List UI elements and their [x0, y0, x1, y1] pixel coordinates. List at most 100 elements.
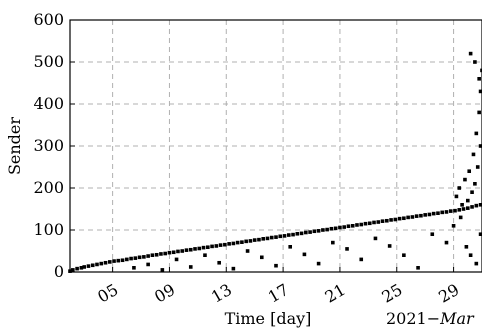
data-point	[419, 213, 423, 218]
data-point	[468, 51, 473, 56]
data-point	[244, 239, 248, 244]
x-tick-label: 09	[151, 280, 178, 307]
data-point	[478, 144, 482, 148]
data-point	[338, 225, 342, 230]
data-point	[133, 256, 138, 260]
x-tick-label: 13	[208, 280, 235, 307]
data-point	[163, 251, 167, 256]
data-point	[142, 255, 146, 259]
data-point	[227, 242, 231, 246]
data-point	[188, 247, 193, 252]
data-point	[252, 238, 257, 242]
data-point	[137, 255, 142, 260]
y-tick-label: 0	[54, 262, 64, 281]
data-point	[308, 230, 312, 234]
data-point	[380, 219, 385, 223]
data-point	[389, 218, 393, 222]
data-point	[231, 241, 236, 246]
data-point	[345, 247, 349, 251]
data-point	[423, 213, 427, 217]
data-point	[176, 249, 180, 254]
x-tick-label: 25	[378, 280, 405, 307]
data-point	[478, 203, 482, 207]
data-point	[342, 225, 346, 229]
data-point	[193, 247, 197, 251]
data-point	[282, 234, 287, 238]
data-point	[350, 224, 355, 228]
data-point	[75, 266, 79, 271]
data-point	[171, 250, 176, 255]
data-point	[480, 68, 482, 73]
plot-frame	[69, 19, 482, 273]
data-point	[474, 261, 479, 266]
data-point	[304, 230, 308, 235]
data-point	[385, 218, 389, 223]
data-point	[359, 222, 364, 227]
data-point	[286, 233, 291, 237]
data-point	[333, 226, 338, 231]
data-point	[223, 242, 227, 247]
data-point	[235, 240, 240, 245]
data-point	[257, 237, 261, 242]
data-point	[245, 249, 250, 253]
y-tick-label: 200	[33, 178, 64, 197]
data-point	[397, 216, 402, 221]
data-points	[68, 51, 482, 273]
data-point	[291, 232, 295, 237]
data-point	[312, 229, 317, 234]
data-point	[265, 236, 270, 241]
data-point	[217, 260, 221, 265]
data-point	[477, 77, 481, 81]
data-point	[448, 209, 453, 213]
data-point	[261, 237, 266, 241]
data-point	[470, 205, 474, 209]
data-point	[274, 235, 278, 239]
data-point	[431, 211, 436, 216]
data-point	[214, 244, 219, 248]
x-tick-label: 17	[265, 280, 292, 307]
data-point	[402, 216, 406, 221]
x-tick-label: 29	[435, 280, 462, 307]
data-point	[248, 239, 253, 243]
data-point	[197, 246, 202, 251]
data-point	[231, 266, 236, 271]
data-point	[457, 208, 462, 212]
data-point	[440, 210, 445, 215]
data-point	[329, 226, 334, 231]
data-point	[274, 263, 278, 268]
data-point	[414, 214, 419, 218]
data-point	[465, 198, 470, 203]
data-point	[474, 203, 479, 208]
data-point	[468, 253, 473, 257]
data-point	[477, 110, 481, 115]
data-point	[218, 243, 223, 247]
data-point	[467, 169, 472, 173]
data-point	[451, 224, 456, 228]
data-point	[174, 257, 179, 262]
data-point	[464, 245, 469, 249]
data-point	[184, 248, 189, 252]
data-point	[295, 231, 300, 236]
data-point	[146, 262, 150, 267]
data-point	[240, 240, 244, 244]
data-point	[288, 245, 293, 249]
y-tick-label: 100	[33, 220, 64, 239]
data-point	[471, 152, 476, 157]
data-point	[116, 258, 121, 263]
data-point	[146, 254, 150, 258]
data-point	[154, 252, 159, 257]
data-point	[363, 221, 368, 226]
data-point	[359, 257, 364, 262]
data-point	[444, 240, 449, 245]
data-point	[201, 245, 206, 250]
y-tick-label: 300	[33, 136, 64, 155]
data-point	[457, 186, 462, 190]
data-point	[302, 252, 307, 257]
data-point	[458, 215, 463, 220]
data-point	[460, 203, 464, 207]
data-point	[316, 261, 321, 266]
data-point	[82, 265, 87, 269]
data-point	[376, 220, 381, 224]
data-point	[86, 264, 91, 268]
